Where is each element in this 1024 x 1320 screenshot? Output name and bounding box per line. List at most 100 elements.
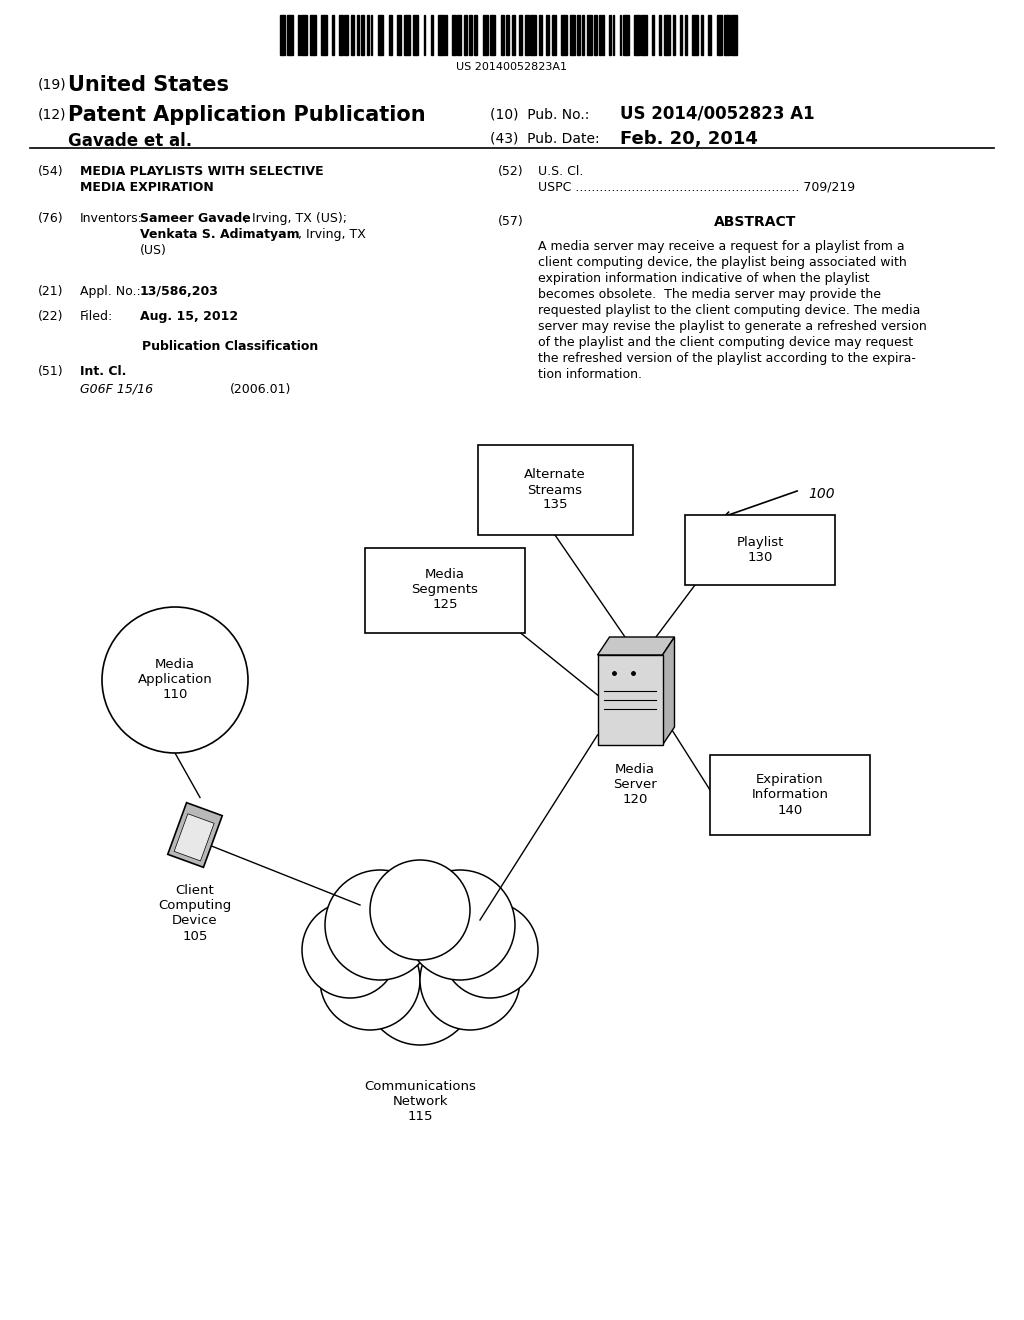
Text: Alternate
Streams
135: Alternate Streams 135 (524, 469, 586, 511)
Bar (519, 15, 522, 55)
Bar (301, 15, 307, 55)
Text: , Irving, TX (US);: , Irving, TX (US); (244, 213, 347, 224)
Circle shape (102, 607, 248, 752)
Bar (489, 15, 496, 55)
Text: Media
Application
110: Media Application 110 (137, 659, 212, 701)
Text: Sameer Gavade: Sameer Gavade (140, 213, 251, 224)
Text: Communications
Network
115: Communications Network 115 (365, 1080, 476, 1123)
Text: MEDIA PLAYLISTS WITH SELECTIVE: MEDIA PLAYLISTS WITH SELECTIVE (80, 165, 324, 178)
Text: (19): (19) (38, 78, 67, 92)
Bar (710, 755, 870, 836)
Text: U.S. Cl.: U.S. Cl. (538, 165, 584, 178)
Text: Venkata S. Adimatyam: Venkata S. Adimatyam (140, 228, 300, 242)
Text: Appl. No.:: Appl. No.: (80, 285, 140, 298)
Bar (612, 15, 614, 55)
Text: (22): (22) (38, 310, 63, 323)
Text: Expiration
Information
140: Expiration Information 140 (752, 774, 828, 817)
Bar (287, 15, 293, 55)
Text: G06F 15/16: G06F 15/16 (80, 383, 154, 396)
Text: (10)  Pub. No.:: (10) Pub. No.: (490, 108, 590, 121)
Text: (43)  Pub. Date:: (43) Pub. Date: (490, 132, 600, 147)
Text: Media
Segments
125: Media Segments 125 (412, 569, 478, 611)
Bar (506, 15, 509, 55)
Bar (717, 15, 723, 55)
Text: Patent Application Publication: Patent Application Publication (68, 106, 426, 125)
Bar (458, 15, 461, 55)
Bar (413, 15, 419, 55)
Bar (431, 15, 432, 55)
Bar (322, 15, 327, 55)
Bar (424, 15, 425, 55)
Text: (57): (57) (498, 215, 523, 228)
Bar (620, 15, 622, 55)
Text: United States: United States (68, 75, 229, 95)
Polygon shape (174, 813, 214, 861)
Bar (665, 15, 670, 55)
Bar (685, 15, 687, 55)
Text: Gavade et al.: Gavade et al. (68, 132, 193, 150)
Text: (51): (51) (38, 366, 63, 378)
Bar (474, 15, 477, 55)
Text: server may revise the playlist to generate a refreshed version: server may revise the playlist to genera… (538, 319, 927, 333)
Bar (344, 15, 347, 55)
Text: Media
Server
120: Media Server 120 (613, 763, 656, 807)
Bar (587, 15, 592, 55)
Bar (445, 15, 446, 55)
Text: (2006.01): (2006.01) (230, 383, 292, 396)
Bar (477, 445, 633, 535)
Text: USPC ........................................................ 709/219: USPC ...................................… (538, 181, 855, 194)
Bar (501, 15, 504, 55)
Bar (731, 15, 736, 55)
Circle shape (406, 870, 515, 979)
Bar (371, 15, 372, 55)
Text: A media server may receive a request for a playlist from a: A media server may receive a request for… (538, 240, 904, 253)
Text: (76): (76) (38, 213, 63, 224)
Circle shape (442, 902, 538, 998)
Bar (357, 15, 359, 55)
Bar (351, 15, 354, 55)
Bar (594, 15, 597, 55)
Bar (365, 548, 525, 632)
Bar (539, 15, 543, 55)
Bar (389, 15, 392, 55)
Text: MEDIA EXPIRATION: MEDIA EXPIRATION (80, 181, 214, 194)
Text: Client
Computing
Device
105: Client Computing Device 105 (159, 884, 231, 942)
Text: client computing device, the playlist being associated with: client computing device, the playlist be… (538, 256, 906, 269)
Text: 100: 100 (808, 487, 835, 502)
Text: Aug. 15, 2012: Aug. 15, 2012 (140, 310, 239, 323)
Bar (378, 15, 383, 55)
Bar (602, 15, 604, 55)
Text: Filed:: Filed: (80, 310, 114, 323)
Text: Int. Cl.: Int. Cl. (80, 366, 126, 378)
Text: expiration information indicative of when the playlist: expiration information indicative of whe… (538, 272, 869, 285)
Bar (623, 15, 629, 55)
Bar (525, 15, 528, 55)
Text: (54): (54) (38, 165, 63, 178)
Bar (569, 15, 575, 55)
Polygon shape (663, 638, 675, 744)
Text: (12): (12) (38, 108, 67, 121)
Text: ABSTRACT: ABSTRACT (714, 215, 797, 228)
Text: requested playlist to the client computing device. The media: requested playlist to the client computi… (538, 304, 921, 317)
Text: US 2014/0052823 A1: US 2014/0052823 A1 (620, 106, 815, 123)
Bar (599, 15, 600, 55)
Bar (453, 15, 456, 55)
Bar (680, 15, 682, 55)
Bar (469, 15, 472, 55)
Text: Feb. 20, 2014: Feb. 20, 2014 (620, 129, 758, 148)
Text: Publication Classification: Publication Classification (142, 341, 318, 352)
Text: US 20140052823A1: US 20140052823A1 (457, 62, 567, 73)
Bar (659, 15, 660, 55)
Bar (332, 15, 334, 55)
Circle shape (325, 870, 435, 979)
Bar (724, 15, 729, 55)
Bar (280, 15, 286, 55)
Bar (552, 15, 556, 55)
Circle shape (302, 902, 398, 998)
Circle shape (365, 935, 475, 1045)
Text: of the playlist and the client computing device may request: of the playlist and the client computing… (538, 337, 913, 348)
Circle shape (370, 861, 470, 960)
Text: 13/586,203: 13/586,203 (140, 285, 219, 298)
Polygon shape (597, 638, 675, 655)
Bar (530, 15, 536, 55)
